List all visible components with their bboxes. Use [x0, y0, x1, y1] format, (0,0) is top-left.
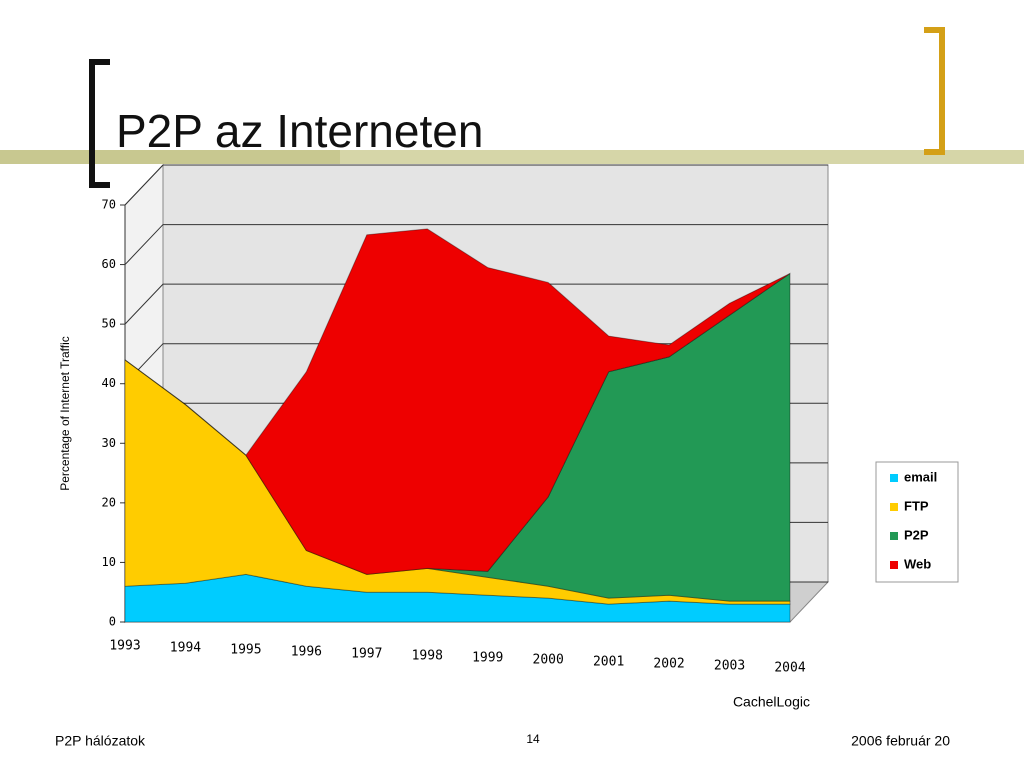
x-tick-label: 2002	[653, 657, 684, 672]
left-bracket	[89, 59, 110, 188]
area	[124, 228, 791, 575]
y-tick-label: 20	[102, 495, 116, 509]
x-tick-label: 2001	[593, 655, 624, 670]
legend-swatch	[890, 503, 898, 511]
chart: 0 10 20 30 40 50 60 70 Percentage of Internet Tr…	[58, 163, 959, 710]
x-tick-label: 1993	[109, 639, 140, 654]
y-tick-label: 40	[102, 376, 116, 390]
y-tick-label: 60	[102, 257, 116, 271]
title-band-dark	[0, 150, 340, 164]
x-tick-label: 1999	[472, 651, 503, 666]
x-tick-label: 1994	[170, 641, 201, 656]
legend-swatch	[890, 532, 898, 540]
x-tick-label: 2000	[533, 653, 564, 668]
x-tick-label: 1998	[412, 649, 443, 664]
y-axis-label: Percentage of Internet Traffic	[58, 336, 72, 491]
area	[124, 358, 791, 605]
y-tick-label: 30	[102, 436, 116, 450]
y-tick-label: 10	[102, 555, 116, 569]
x-tick-label: 1996	[291, 645, 322, 660]
area	[124, 272, 791, 602]
x-tick-label: 2003	[714, 659, 745, 674]
y-tick-label: 50	[102, 317, 116, 331]
y-tick-label: 0	[109, 615, 116, 629]
x-tick-label: 2004	[774, 661, 805, 676]
grid-line	[124, 224, 828, 265]
legend-label: email	[904, 469, 937, 484]
page-number: 14	[526, 732, 540, 746]
legend-label: FTP	[904, 498, 929, 513]
grid-line	[124, 164, 828, 206]
legend-box	[875, 461, 959, 583]
legend-swatch	[890, 561, 898, 569]
slide-title: P2P az Interneten	[116, 105, 483, 157]
footer-left: P2P hálózatok	[55, 733, 146, 749]
legend-label: P2P	[904, 527, 929, 542]
legend-swatch	[890, 474, 898, 482]
x-tick-label: 1995	[230, 643, 261, 658]
y-tick-label: 70	[102, 198, 116, 212]
legend-label: Web	[904, 556, 931, 571]
footer-right: 2006 február 20	[851, 733, 950, 749]
right-bracket	[924, 27, 945, 155]
grid-line	[124, 283, 828, 325]
x-tick-label: 1997	[351, 647, 382, 662]
source-note: CachelLogic	[733, 694, 810, 710]
